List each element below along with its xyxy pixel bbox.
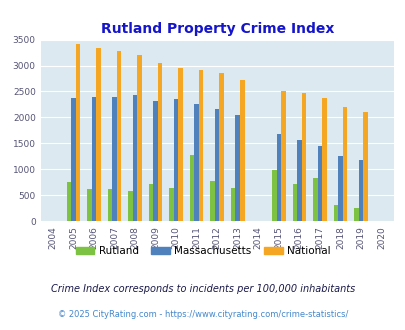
Bar [107,189,112,221]
Bar [362,112,367,221]
Bar [92,97,96,221]
Bar [173,99,178,221]
Bar [71,98,75,221]
Bar [342,107,346,221]
Bar [153,101,158,221]
Bar [117,51,121,221]
Legend: Rutland, Massachusetts, National: Rutland, Massachusetts, National [71,242,334,260]
Bar [321,98,326,221]
Bar [66,182,71,221]
Bar [230,188,235,221]
Bar [112,97,117,221]
Bar [169,188,173,221]
Bar [280,91,285,221]
Bar [190,155,194,221]
Bar [149,184,153,221]
Bar [132,95,137,221]
Bar [239,80,244,221]
Bar [137,55,141,221]
Title: Rutland Property Crime Index: Rutland Property Crime Index [100,22,333,36]
Bar [87,189,92,221]
Text: Crime Index corresponds to incidents per 100,000 inhabitants: Crime Index corresponds to incidents per… [51,284,354,294]
Bar [296,141,301,221]
Bar [276,134,280,221]
Bar [312,178,317,221]
Bar [337,155,342,221]
Text: © 2025 CityRating.com - https://www.cityrating.com/crime-statistics/: © 2025 CityRating.com - https://www.city… [58,310,347,319]
Bar [75,44,80,221]
Bar [194,104,198,221]
Bar [333,205,337,221]
Bar [158,63,162,221]
Bar [198,70,203,221]
Bar [210,181,214,221]
Bar [219,73,224,221]
Bar [317,146,321,221]
Bar [353,208,358,221]
Bar [292,184,296,221]
Bar [301,93,305,221]
Bar [128,190,132,221]
Bar [358,160,362,221]
Bar [96,48,100,221]
Bar [235,115,239,221]
Bar [271,170,276,221]
Bar [178,68,183,221]
Bar [214,109,219,221]
